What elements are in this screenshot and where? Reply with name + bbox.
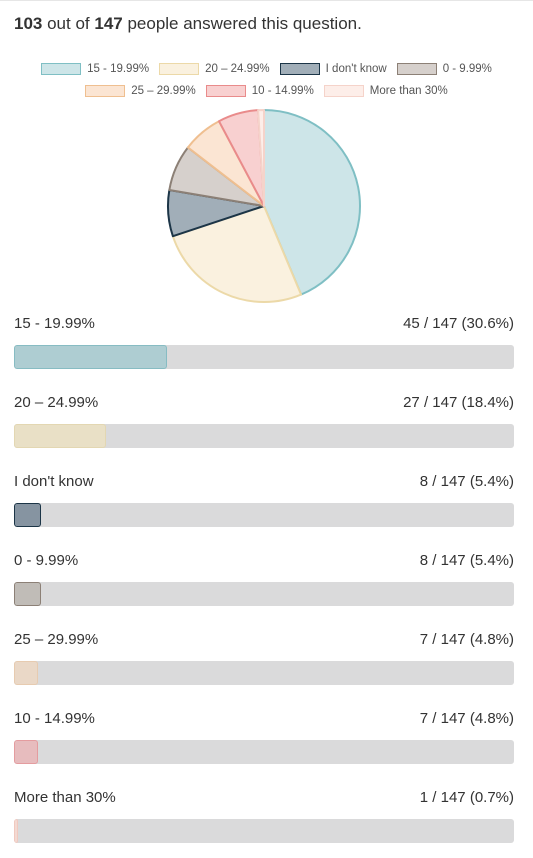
answer-count: 27 / 147 (18.4%)	[403, 394, 514, 411]
answer-label: I don't know	[14, 473, 94, 490]
answer-count: 1 / 147 (0.7%)	[419, 789, 514, 806]
legend-swatch	[279, 63, 320, 75]
legend-swatch	[85, 85, 126, 97]
total-count: 147	[94, 14, 123, 33]
legend-item[interactable]: More than 30%	[323, 85, 448, 97]
legend-item[interactable]: 0 - 9.99%	[396, 63, 492, 75]
summary-text-mid: out of	[42, 14, 95, 33]
bar-track	[14, 819, 514, 843]
answer-bar-row: 10 - 14.99% 7 / 147 (4.8%)	[14, 709, 514, 769]
answer-count: 7 / 147 (4.8%)	[419, 710, 514, 727]
answer-count: 8 / 147 (5.4%)	[419, 473, 514, 490]
answer-bar-row: 15 - 19.99% 45 / 147 (30.6%)	[14, 314, 514, 374]
answer-label: 0 - 9.99%	[14, 552, 79, 569]
bar-fill	[14, 819, 18, 843]
answer-label: 15 - 19.99%	[14, 315, 95, 332]
answer-bar-header: 10 - 14.99% 7 / 147 (4.8%)	[14, 709, 514, 729]
answer-count: 8 / 147 (5.4%)	[419, 552, 514, 569]
bar-fill	[14, 503, 41, 527]
bar-track	[14, 661, 514, 685]
answer-label: More than 30%	[14, 789, 116, 806]
pie-chart	[167, 109, 361, 303]
bar-fill	[14, 661, 38, 685]
answer-label: 10 - 14.99%	[14, 710, 95, 727]
bar-track	[14, 740, 514, 764]
legend-item[interactable]: 10 - 14.99%	[205, 85, 314, 97]
answer-bar-header: I don't know 8 / 147 (5.4%)	[14, 472, 514, 492]
bar-fill	[14, 582, 41, 606]
pie-slice[interactable]	[257, 109, 265, 207]
bar-track	[14, 582, 514, 606]
answer-bar-header: 20 – 24.99% 27 / 147 (18.4%)	[14, 393, 514, 413]
pie-slice[interactable]	[171, 205, 303, 303]
legend-swatch	[41, 63, 82, 75]
legend-swatch	[205, 85, 246, 97]
answer-count: 45 / 147 (30.6%)	[403, 315, 514, 332]
legend-swatch	[159, 63, 200, 75]
legend-item[interactable]: I don't know	[279, 63, 387, 75]
legend-item[interactable]: 25 – 29.99%	[85, 85, 196, 97]
legend-swatch	[323, 85, 364, 97]
bar-fill	[14, 740, 38, 764]
bar-track	[14, 345, 514, 369]
answer-bar-row: I don't know 8 / 147 (5.4%)	[14, 472, 514, 532]
legend-row: 15 - 19.99% 20 – 24.99% I don't know 0 - 9.…	[0, 58, 533, 80]
answer-label: 20 – 24.99%	[14, 394, 99, 411]
answered-count: 103	[14, 14, 43, 33]
legend-label: 0 - 9.99%	[442, 63, 492, 75]
legend-label: I don't know	[325, 63, 387, 75]
answer-bar-row: More than 30% 1 / 147 (0.7%)	[14, 788, 514, 848]
legend-label: 15 - 19.99%	[87, 63, 150, 75]
legend-label: More than 30%	[369, 85, 448, 97]
top-divider	[0, 0, 533, 1]
bar-track	[14, 424, 514, 448]
answer-bar-header: 25 – 29.99% 7 / 147 (4.8%)	[14, 630, 514, 650]
answer-bar-header: 0 - 9.99% 8 / 147 (5.4%)	[14, 551, 514, 571]
legend-label: 20 – 24.99%	[205, 63, 270, 75]
answer-label: 25 – 29.99%	[14, 631, 99, 648]
response-summary: 103 out of 147 people answered this ques…	[14, 14, 362, 34]
answer-bar-header: More than 30% 1 / 147 (0.7%)	[14, 788, 514, 808]
bar-track	[14, 503, 514, 527]
legend-item[interactable]: 20 – 24.99%	[159, 63, 270, 75]
legend-row: 25 – 29.99% 10 - 14.99% More than 30%	[0, 80, 533, 102]
answer-count: 7 / 147 (4.8%)	[419, 631, 514, 648]
bar-fill	[14, 345, 167, 369]
answer-bar-row: 20 – 24.99% 27 / 147 (18.4%)	[14, 393, 514, 453]
answer-bar-row: 25 – 29.99% 7 / 147 (4.8%)	[14, 630, 514, 690]
legend-swatch	[396, 63, 437, 75]
pie-slice[interactable]	[263, 109, 361, 296]
legend-item[interactable]: 15 - 19.99%	[41, 63, 149, 75]
answer-bar-header: 15 - 19.99% 45 / 147 (30.6%)	[14, 314, 514, 334]
legend-label: 25 – 29.99%	[131, 85, 196, 97]
answer-bar-row: 0 - 9.99% 8 / 147 (5.4%)	[14, 551, 514, 611]
legend-label: 10 - 14.99%	[251, 85, 314, 97]
chart-legend: 15 - 19.99% 20 – 24.99% I don't know 0 - 9.…	[0, 58, 533, 102]
summary-text-end: people answered this question.	[122, 14, 362, 33]
bar-fill	[14, 424, 106, 448]
